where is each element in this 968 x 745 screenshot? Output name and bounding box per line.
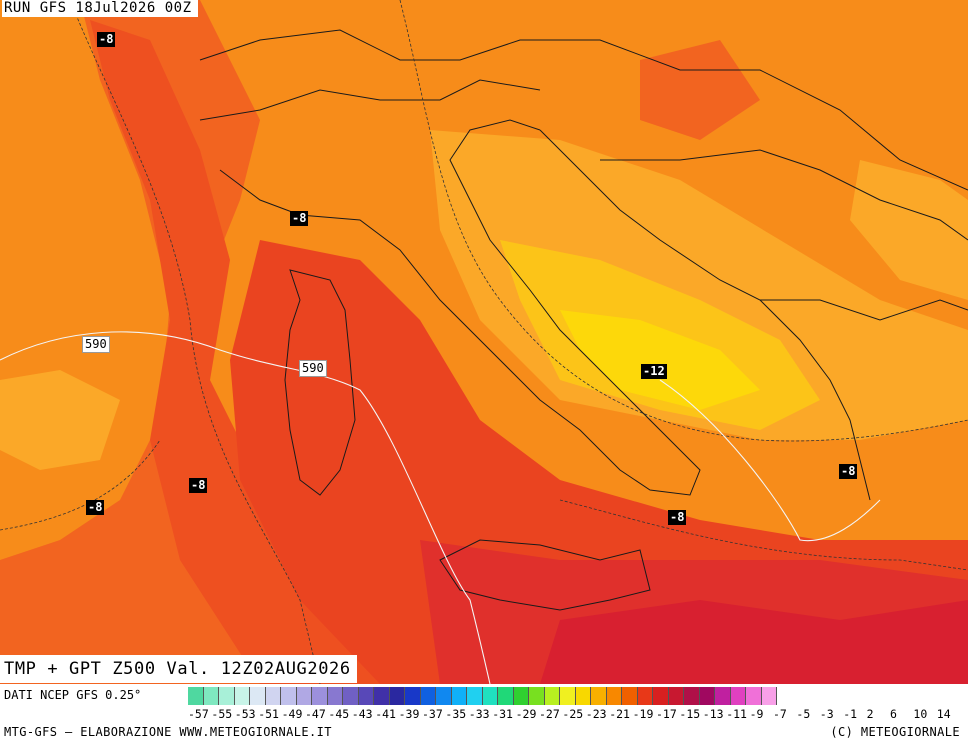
colorbar-cell — [203, 687, 219, 705]
colorbar-cell — [374, 687, 390, 705]
colorbar-tick: -15 — [679, 707, 701, 721]
colorbar-cell — [467, 687, 483, 705]
colorbar-tick: -9 — [749, 707, 764, 721]
colorbar-cell — [188, 687, 204, 705]
colorbar-cell — [699, 687, 715, 705]
colorbar-cell — [544, 687, 560, 705]
contour-label: -8 — [668, 510, 687, 525]
colorbar-tick: -57 — [188, 707, 209, 721]
colorbar-tick: -33 — [468, 707, 490, 721]
colorbar-cell — [761, 687, 777, 705]
colorbar-cell — [513, 687, 529, 705]
colorbar-tick: -31 — [492, 707, 513, 721]
contour-label: -8 — [839, 464, 858, 479]
colorbar-cell — [529, 687, 545, 705]
colorbar-tick: 10 — [913, 707, 928, 721]
colorbar-tick: -51 — [258, 707, 279, 721]
weather-map — [0, 0, 968, 684]
colorbar-tick: -29 — [515, 707, 537, 721]
colorbar-tick: -17 — [656, 707, 677, 721]
footer-credit: MTG-GFS — ELABORAZIONE WWW.METEOGIORNALE… — [4, 725, 332, 739]
run-label: RUN GFS 18Jul2026 00Z — [2, 0, 198, 17]
colorbar-cell — [312, 687, 328, 705]
contour-label: -12 — [641, 364, 667, 379]
colorbar-cell — [265, 687, 281, 705]
colorbar-tick: 6 — [890, 707, 897, 721]
colorbar-cell — [653, 687, 669, 705]
colorbar-cell — [684, 687, 700, 705]
colorbar-tick: -41 — [375, 707, 396, 721]
colorbar-cell — [358, 687, 374, 705]
colorbar-tick: -39 — [398, 707, 420, 721]
colorbar-tick: -7 — [773, 707, 787, 721]
colorbar-cell — [560, 687, 576, 705]
colorbar-cell — [405, 687, 421, 705]
colorbar-cell — [281, 687, 297, 705]
colorbar-tick: -3 — [819, 707, 834, 721]
colorbar-tick: -37 — [422, 707, 443, 721]
colorbar — [188, 687, 777, 705]
colorbar-cell — [343, 687, 359, 705]
colorbar-cell — [730, 687, 746, 705]
footer-copyright: (C) METEOGIORNALE — [830, 725, 960, 739]
colorbar-tick: -49 — [281, 707, 303, 721]
source-label: DATI NCEP GFS 0.25° — [4, 688, 142, 702]
colorbar-cell — [482, 687, 498, 705]
colorbar-tick: -11 — [726, 707, 747, 721]
contour-label: -8 — [97, 32, 116, 47]
colorbar-cell — [575, 687, 591, 705]
colorbar-tick: -19 — [632, 707, 654, 721]
geopotential-label: 590 — [299, 360, 327, 377]
colorbar-tick: -53 — [234, 707, 256, 721]
colorbar-cell — [746, 687, 762, 705]
colorbar-tick: -27 — [539, 707, 560, 721]
contour-label: -8 — [290, 211, 309, 226]
colorbar-tick: -47 — [305, 707, 326, 721]
colorbar-tick: -45 — [328, 707, 350, 721]
colorbar-tick: -25 — [562, 707, 584, 721]
colorbar-tick: -23 — [585, 707, 607, 721]
colorbar-cell — [436, 687, 452, 705]
colorbar-tick: 14 — [936, 707, 951, 721]
colorbar-tick: -1 — [843, 707, 858, 721]
colorbar-cell — [451, 687, 467, 705]
colorbar-cell — [219, 687, 235, 705]
colorbar-cell — [637, 687, 653, 705]
colorbar-tick: -21 — [609, 707, 630, 721]
geopotential-label: 590 — [82, 336, 110, 353]
colorbar-cell — [668, 687, 684, 705]
colorbar-cell — [715, 687, 731, 705]
colorbar-cell — [296, 687, 312, 705]
contour-label: -8 — [189, 478, 208, 493]
colorbar-cell — [606, 687, 622, 705]
colorbar-cell — [622, 687, 638, 705]
contour-label: -8 — [86, 500, 105, 515]
colorbar-tick: -5 — [796, 707, 811, 721]
map-title: TMP + GPT Z500 Val. 12Z02AUG2026 — [0, 655, 357, 683]
colorbar-cell — [591, 687, 607, 705]
colorbar-tick: -55 — [211, 707, 233, 721]
colorbar-cell — [420, 687, 436, 705]
colorbar-cell — [250, 687, 266, 705]
colorbar-cell — [389, 687, 405, 705]
colorbar-cell — [327, 687, 343, 705]
colorbar-tick: -43 — [351, 707, 373, 721]
colorbar-tick: -13 — [702, 707, 724, 721]
colorbar-cell — [234, 687, 250, 705]
colorbar-tick: -35 — [445, 707, 467, 721]
colorbar-cell — [498, 687, 514, 705]
colorbar-tick: 2 — [866, 707, 874, 721]
